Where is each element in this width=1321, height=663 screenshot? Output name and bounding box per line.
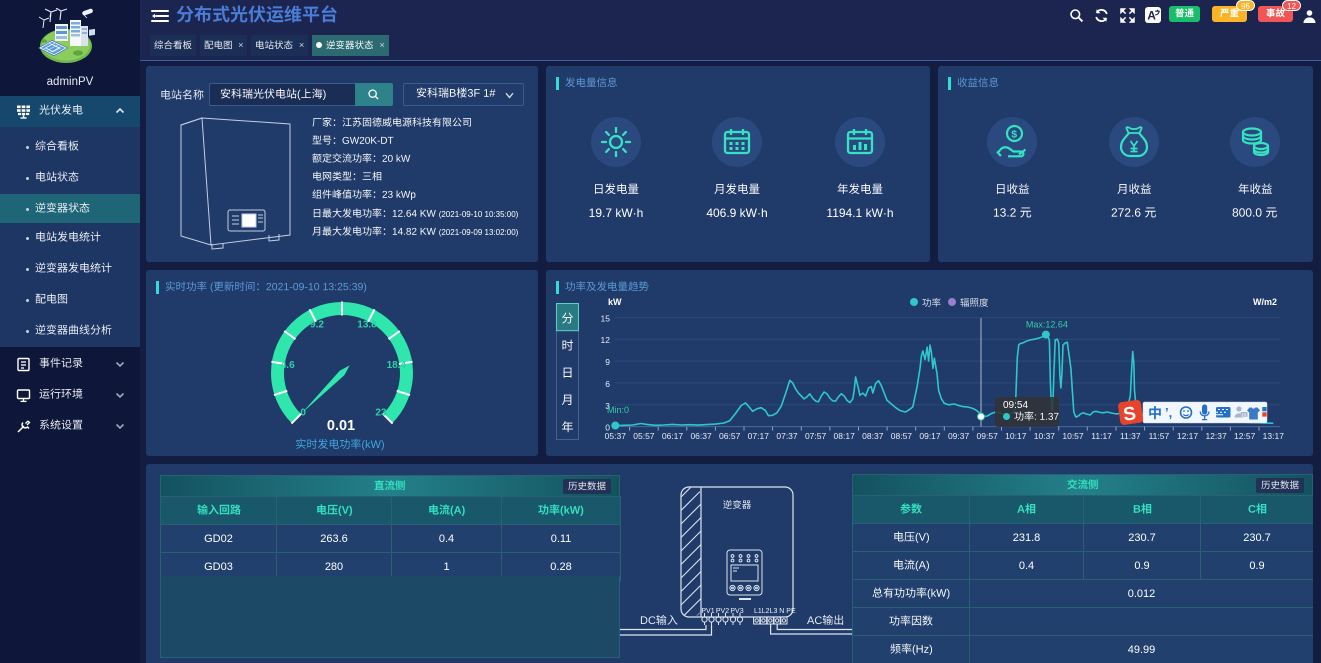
svg-text:06:37: 06:37	[690, 431, 712, 441]
svg-text:09:37: 09:37	[948, 431, 970, 441]
svg-text:’,: ’,	[1165, 405, 1172, 420]
svg-text:L1L2L3 N PE: L1L2L3 N PE	[754, 608, 796, 615]
svg-text:07:57: 07:57	[805, 431, 827, 441]
svg-text:10:57: 10:57	[1062, 431, 1084, 441]
svg-text:12:37: 12:37	[1205, 431, 1227, 441]
svg-text:0: 0	[605, 423, 610, 433]
svg-text:08:57: 08:57	[891, 431, 913, 441]
svg-text:4.6: 4.6	[281, 360, 295, 371]
svg-text:08:17: 08:17	[834, 431, 856, 441]
svg-text:05:57: 05:57	[633, 431, 655, 441]
svg-text:05:37: 05:37	[605, 431, 627, 441]
svg-text:S: S	[1122, 403, 1137, 426]
svg-text:10:37: 10:37	[1034, 431, 1056, 441]
svg-text:PV1: PV1	[701, 608, 714, 615]
svg-text:6: 6	[605, 379, 610, 389]
svg-text:11:17: 11:17	[1091, 431, 1112, 441]
svg-text:kW: kW	[608, 297, 622, 307]
svg-text:08:37: 08:37	[862, 431, 884, 441]
svg-text:18.4: 18.4	[387, 360, 407, 371]
svg-text:9.2: 9.2	[310, 320, 324, 331]
svg-text:06:57: 06:57	[719, 431, 741, 441]
svg-text:23: 23	[375, 407, 387, 418]
svg-text:12: 12	[601, 335, 611, 345]
svg-text:3: 3	[605, 401, 610, 411]
svg-text:07:17: 07:17	[748, 431, 770, 441]
svg-text:9: 9	[605, 357, 610, 367]
svg-text:$: $	[1011, 129, 1017, 141]
svg-text:13.8: 13.8	[357, 320, 377, 331]
svg-text:06:17: 06:17	[662, 431, 684, 441]
svg-text:12:17: 12:17	[1177, 431, 1199, 441]
svg-text:10:17: 10:17	[1005, 431, 1027, 441]
svg-text:0: 0	[300, 407, 306, 418]
svg-text:15: 15	[601, 313, 611, 323]
svg-text:PV3: PV3	[730, 608, 743, 615]
svg-text:Min:0: Min:0	[607, 405, 629, 415]
svg-text:13:17: 13:17	[1263, 431, 1285, 441]
svg-text:PV2: PV2	[716, 608, 729, 615]
svg-text:W/m2: W/m2	[1253, 297, 1277, 307]
svg-text:10: 10	[1241, 412, 1247, 417]
svg-text:0.01: 0.01	[327, 418, 355, 434]
svg-text:09:17: 09:17	[919, 431, 941, 441]
svg-text:09:57: 09:57	[977, 431, 999, 441]
svg-text:A: A	[1147, 9, 1156, 23]
svg-text:11:57: 11:57	[1149, 431, 1170, 441]
svg-text:12:57: 12:57	[1234, 431, 1256, 441]
svg-text:07:37: 07:37	[776, 431, 798, 441]
svg-text:11:37: 11:37	[1120, 431, 1141, 441]
svg-text:Max:12.64: Max:12.64	[1026, 320, 1068, 330]
